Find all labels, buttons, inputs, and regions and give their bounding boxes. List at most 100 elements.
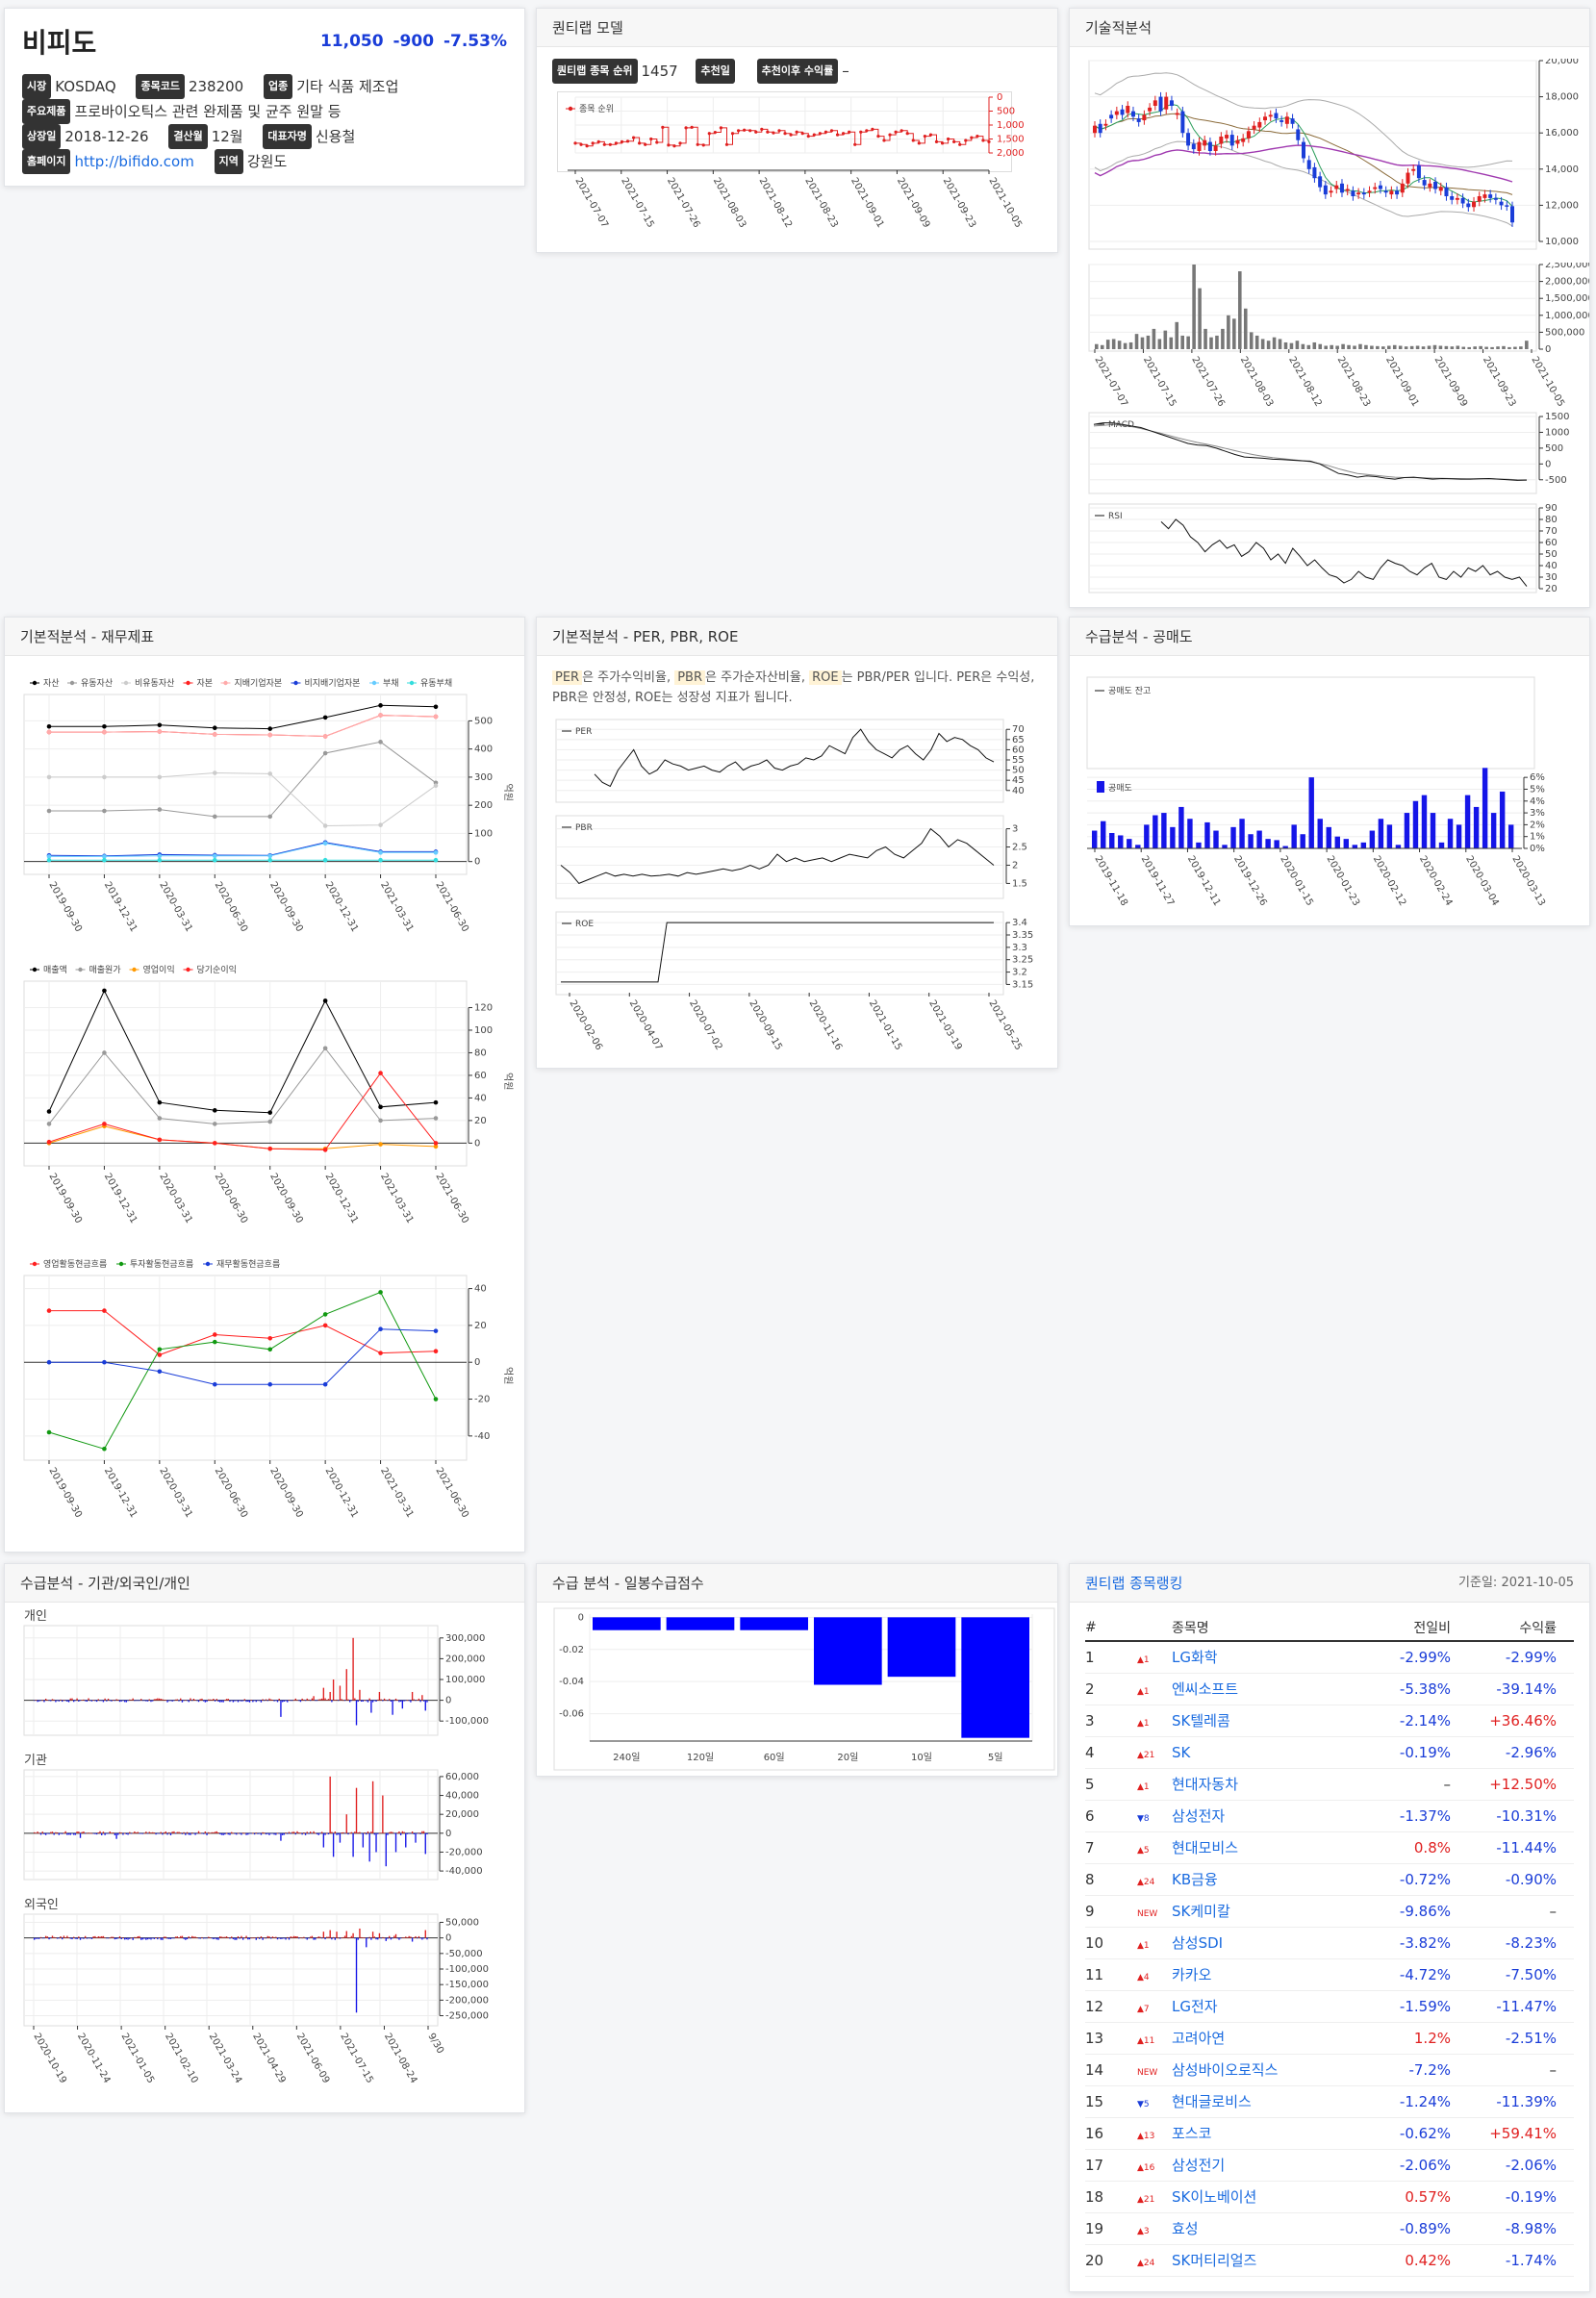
ranking-row[interactable]: 7 ▲5 현대모비스 0.8% -11.44% [1085,1831,1574,1864]
short-bar [1153,815,1158,848]
rank-num: 18 [1085,2181,1133,2213]
supply-bar [814,1617,882,1685]
investor-bar [97,1832,99,1833]
investor-bar [146,1832,149,1834]
ranking-row[interactable]: 16 ▲13 포스코 -0.62% +59.41% [1085,2117,1574,2150]
volume-bar [1392,344,1397,349]
ranking-row[interactable]: 1 ▲1 LG화학 -2.99% -2.99% [1085,1641,1574,1674]
rank-stock-name[interactable]: LG화학 [1172,1641,1362,1674]
investor-bar [276,1700,279,1703]
investor-bar [320,1698,323,1701]
ranking-row[interactable]: 2 ▲1 엔씨소프트 -5.38% -39.14% [1085,1673,1574,1705]
series-point [267,771,273,776]
volume-bar [1198,288,1202,349]
x-tick-label: 2020-07-02 [687,998,724,1052]
rank-stock-name[interactable]: 카카오 [1172,1958,1362,1991]
rank-stock-name[interactable]: LG전자 [1172,1990,1362,2023]
investor-bar [132,1937,134,1940]
investor-bar [222,1832,224,1835]
ranking-row[interactable]: 8 ▲24 KB금융 -0.72% -0.90% [1085,1863,1574,1896]
rank-stock-name[interactable]: 포스코 [1172,2117,1362,2150]
investor-bar [107,1937,110,1939]
supply-score-card: 수급 분석 - 일봉수급점수 240일 120일 60일 20일 10일 5일 0 -0.02… [536,1563,1058,1777]
rank-stock-name[interactable]: 현대글로비스 [1172,2085,1362,2118]
rank-stock-name[interactable]: SK이노베이션 [1172,2181,1362,2213]
ranking-row[interactable]: 14 NEW 삼성바이오로직스 -7.2% – [1085,2054,1574,2086]
ranking-row[interactable]: 6 ▼8 삼성전자 -1.37% -10.31% [1085,1800,1574,1832]
investor-bar [390,1831,393,1833]
investor-bar [275,1936,277,1938]
investor-bar [109,1700,111,1702]
investor-bar [111,1936,113,1938]
series-point [267,732,273,738]
volume-bar [1306,344,1311,349]
rank-stock-name[interactable]: KB금융 [1172,1863,1362,1896]
investor-bar [84,1935,87,1938]
ranking-row[interactable]: 10 ▲1 삼성SDI -3.82% -8.23% [1085,1927,1574,1959]
investor-bar [51,1935,54,1938]
investor-bar [208,1831,210,1833]
homepage-link[interactable]: http://bifido.com [74,152,194,170]
rank-daily-change: -4.72% [1362,1958,1468,1991]
ranking-row[interactable]: 3 ▲1 SK텔레콤 -2.14% +36.46% [1085,1705,1574,1737]
ranking-row[interactable]: 5 ▲1 현대자동차 – +12.50% [1085,1768,1574,1801]
investor-bar [408,1935,410,1938]
ranking-row[interactable]: 19 ▲3 효성 -0.89% -8.98% [1085,2212,1574,2245]
candle-body [1373,187,1378,189]
ranking-row[interactable]: 9 NEW SK케미칼 -9.86% – [1085,1895,1574,1928]
investor-bar [394,1698,397,1701]
legend-marker [371,680,377,686]
y-tick-label: 60 [1012,745,1025,755]
rank-stock-name[interactable]: SK텔레콤 [1172,1705,1362,1737]
rank-stock-name[interactable]: SK [1172,1736,1362,1769]
investor-bar [418,1698,420,1701]
rank-stock-name[interactable]: 효성 [1172,2212,1362,2245]
series-point [378,1290,383,1295]
candle-body [1098,123,1102,134]
candle-body [1296,129,1301,140]
investor-bar [342,1831,344,1833]
y-tick-label: 1500 [1545,412,1569,422]
rank-stock-name[interactable]: SK머티리얼즈 [1172,2244,1362,2277]
x-tick-label: 2021-03-19 [926,998,964,1052]
investor-bar [213,1937,215,1940]
rank-stock-name[interactable]: 삼성전자 [1172,1800,1362,1832]
quant-rec-label: 추천일 [696,59,735,84]
rank-stock-name[interactable]: 현대모비스 [1172,1831,1362,1864]
rank-stock-name[interactable]: 삼성SDI [1172,1927,1362,1959]
y-tick-label: 1,000 [997,120,1025,131]
ranking-row[interactable]: 4 ▲21 SK -0.19% -2.96% [1085,1736,1574,1769]
investor-bar [378,1932,381,1938]
y-tick-label: 3.2 [1012,968,1027,978]
investor-bar [43,1700,45,1703]
rank-stock-name[interactable]: 삼성바이오로직스 [1172,2054,1362,2086]
rank-stock-name[interactable]: SK케미칼 [1172,1895,1362,1928]
y-tick-label: 0 [578,1612,584,1623]
volume-bar [1232,318,1236,349]
volume-bar [1278,339,1282,349]
investor-bar [201,1832,203,1834]
x-tick-label: 2021-07-15 [338,2032,375,2085]
ranking-row[interactable]: 12 ▲7 LG전자 -1.59% -11.47% [1085,1990,1574,2023]
investor-bar [352,1932,354,1938]
ranking-row[interactable]: 15 ▼5 현대글로비스 -1.24% -11.39% [1085,2085,1574,2118]
rank-stock-name[interactable]: 엔씨소프트 [1172,1673,1362,1705]
rank-stock-name[interactable]: 삼성전기 [1172,2149,1362,2182]
ranking-row[interactable]: 11 ▲4 카카오 -4.72% -7.50% [1085,1958,1574,1991]
ranking-row[interactable]: 20 ▲24 SK머티리얼즈 0.42% -1.74% [1085,2244,1574,2277]
rank-point [800,132,804,136]
investor-bar [163,1699,165,1701]
short-bar [1178,806,1184,848]
series-point [267,853,273,859]
investor-bar [241,1700,244,1702]
investor-bar [375,1832,377,1853]
investor-bar [336,1832,338,1835]
ranking-row[interactable]: 17 ▲16 삼성전기 -2.06% -2.06% [1085,2149,1574,2182]
rank-stock-name[interactable]: 현대자동차 [1172,1768,1362,1801]
rank-stock-name[interactable]: 고려아연 [1172,2022,1362,2055]
ranking-row[interactable]: 13 ▲11 고려아연 1.2% -2.51% [1085,2022,1574,2055]
ranking-row[interactable]: 18 ▲21 SK이노베이션 0.57% -0.19% [1085,2181,1574,2213]
investor-bar [169,1832,172,1835]
investor-bar [357,1700,359,1703]
